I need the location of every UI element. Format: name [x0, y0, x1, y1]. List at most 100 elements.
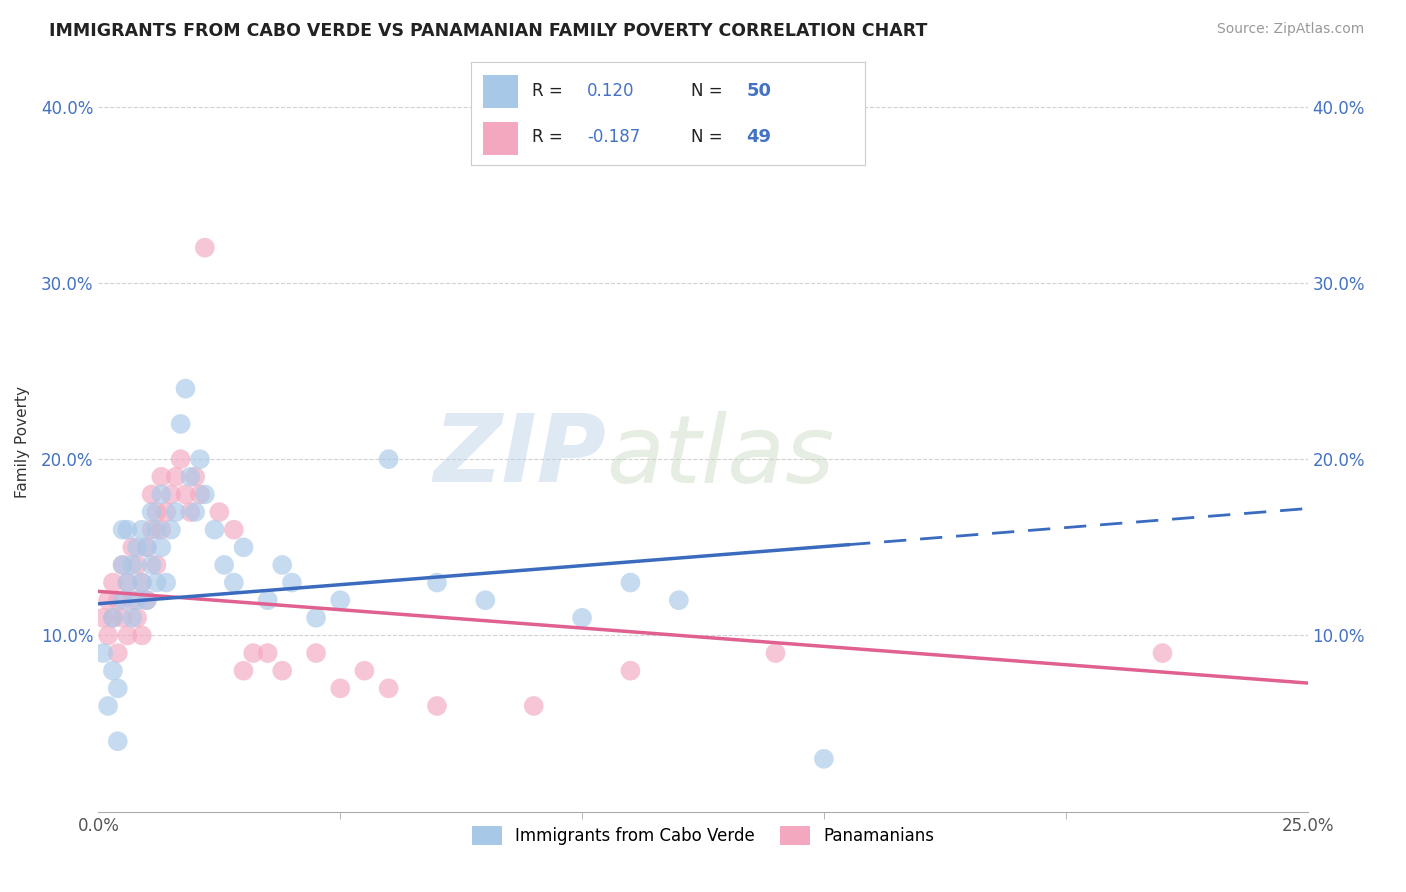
- Point: [111, 558, 134, 572]
- Point: [91, 611, 114, 625]
- Point: [160, 487, 183, 501]
- Point: [155, 575, 177, 590]
- Point: [619, 575, 641, 590]
- Point: [169, 417, 191, 431]
- Point: [305, 646, 328, 660]
- Text: N =: N =: [692, 82, 728, 100]
- Point: [212, 558, 235, 572]
- Text: Source: ZipAtlas.com: Source: ZipAtlas.com: [1216, 22, 1364, 37]
- Text: 0.120: 0.120: [588, 82, 634, 100]
- Point: [127, 611, 149, 625]
- Point: [121, 611, 143, 625]
- Point: [150, 541, 173, 555]
- Point: [135, 541, 157, 555]
- Point: [111, 558, 134, 572]
- Point: [111, 593, 134, 607]
- Point: [281, 575, 304, 590]
- Text: R =: R =: [531, 128, 568, 146]
- Point: [135, 593, 157, 607]
- Point: [141, 523, 163, 537]
- Point: [184, 470, 207, 484]
- Point: [150, 487, 173, 501]
- Point: [474, 593, 496, 607]
- Point: [141, 558, 163, 572]
- Point: [174, 487, 197, 501]
- Point: [523, 698, 546, 713]
- Point: [107, 734, 129, 748]
- Point: [165, 505, 187, 519]
- Point: [242, 646, 264, 660]
- Point: [204, 523, 226, 537]
- Point: [194, 487, 217, 501]
- Point: [271, 558, 294, 572]
- Point: [145, 575, 167, 590]
- Point: [208, 505, 231, 519]
- Point: [101, 611, 124, 625]
- Point: [619, 664, 641, 678]
- Point: [426, 575, 449, 590]
- FancyBboxPatch shape: [482, 122, 519, 155]
- Point: [377, 452, 399, 467]
- Point: [107, 646, 129, 660]
- Point: [150, 523, 173, 537]
- Point: [188, 452, 211, 467]
- Point: [141, 505, 163, 519]
- Point: [188, 487, 211, 501]
- Point: [135, 541, 157, 555]
- Text: ZIP: ZIP: [433, 410, 606, 502]
- Point: [111, 611, 134, 625]
- Point: [145, 523, 167, 537]
- Point: [101, 664, 124, 678]
- Y-axis label: Family Poverty: Family Poverty: [15, 385, 30, 498]
- Text: -0.187: -0.187: [588, 128, 640, 146]
- Text: atlas: atlas: [606, 411, 835, 502]
- Point: [377, 681, 399, 696]
- Point: [160, 523, 183, 537]
- Point: [101, 575, 124, 590]
- Point: [329, 593, 352, 607]
- Point: [127, 558, 149, 572]
- Point: [222, 575, 245, 590]
- FancyBboxPatch shape: [482, 75, 519, 108]
- Point: [131, 523, 153, 537]
- Legend: Immigrants from Cabo Verde, Panamanians: Immigrants from Cabo Verde, Panamanians: [465, 819, 941, 852]
- Point: [155, 505, 177, 519]
- Point: [174, 382, 197, 396]
- Point: [256, 646, 278, 660]
- Point: [117, 575, 139, 590]
- Point: [353, 664, 375, 678]
- Point: [97, 593, 120, 607]
- Point: [765, 646, 787, 660]
- Point: [305, 611, 328, 625]
- Point: [127, 541, 149, 555]
- Point: [145, 505, 167, 519]
- Point: [184, 505, 207, 519]
- Text: 49: 49: [747, 128, 772, 146]
- Point: [194, 241, 217, 255]
- Text: R =: R =: [531, 82, 568, 100]
- Point: [571, 611, 593, 625]
- Point: [111, 523, 134, 537]
- Point: [121, 593, 143, 607]
- Point: [256, 593, 278, 607]
- Text: 50: 50: [747, 82, 772, 100]
- Point: [117, 523, 139, 537]
- Point: [271, 664, 294, 678]
- Point: [668, 593, 690, 607]
- Point: [101, 611, 124, 625]
- Point: [131, 575, 153, 590]
- Point: [121, 541, 143, 555]
- Point: [107, 593, 129, 607]
- Point: [131, 628, 153, 642]
- Point: [165, 470, 187, 484]
- Point: [131, 575, 153, 590]
- Point: [127, 593, 149, 607]
- Point: [135, 593, 157, 607]
- Point: [150, 470, 173, 484]
- Point: [232, 541, 254, 555]
- Point: [179, 505, 201, 519]
- Point: [141, 487, 163, 501]
- Point: [145, 558, 167, 572]
- Point: [121, 558, 143, 572]
- Point: [107, 681, 129, 696]
